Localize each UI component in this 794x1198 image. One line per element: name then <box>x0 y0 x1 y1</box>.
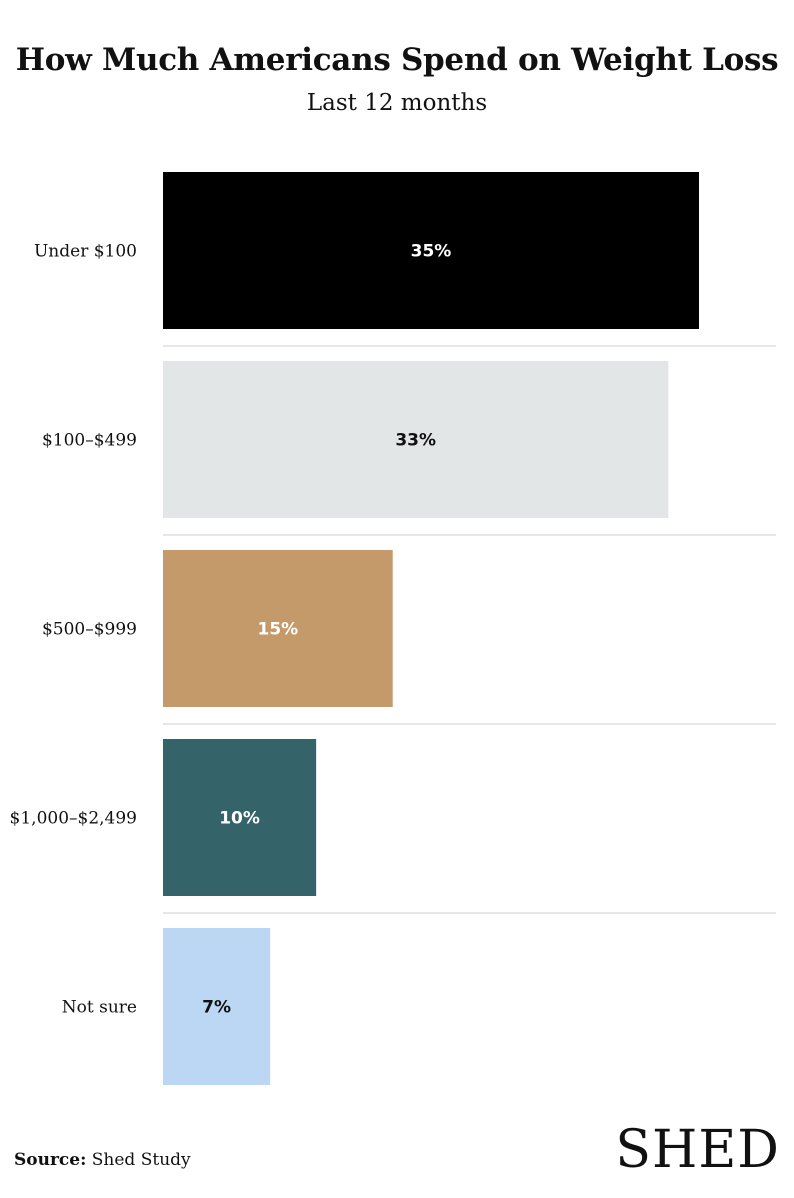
category-label-4: Not sure <box>62 998 137 1018</box>
bar-chart: Under $100 35% $100–$499 33% $500–$999 15% $1,… <box>10 172 776 1085</box>
shed-logo: SHED <box>615 1120 780 1180</box>
category-label-1: $100–$499 <box>42 431 137 451</box>
category-label-0: Under $100 <box>34 242 137 262</box>
source-note: Source: Shed Study <box>14 1150 191 1170</box>
chart-title: How Much Americans Spend on Weight Loss <box>15 42 779 78</box>
value-label-3: 10% <box>219 809 260 829</box>
bar-2 <box>163 550 393 707</box>
value-label-1: 33% <box>395 431 436 451</box>
bar-0 <box>163 172 699 329</box>
chart-subtitle: Last 12 months <box>306 90 488 116</box>
bar-1 <box>163 361 669 518</box>
value-label-4: 7% <box>202 998 231 1018</box>
bar-4 <box>163 928 271 1085</box>
bar-3 <box>163 739 317 896</box>
value-label-2: 15% <box>258 620 299 640</box>
category-label-3: $1,000–$2,499 <box>10 809 137 829</box>
category-label-2: $500–$999 <box>42 620 137 640</box>
source-text: Shed Study <box>91 1150 191 1170</box>
value-label-0: 35% <box>411 242 452 262</box>
source-label: Source: <box>14 1150 87 1170</box>
